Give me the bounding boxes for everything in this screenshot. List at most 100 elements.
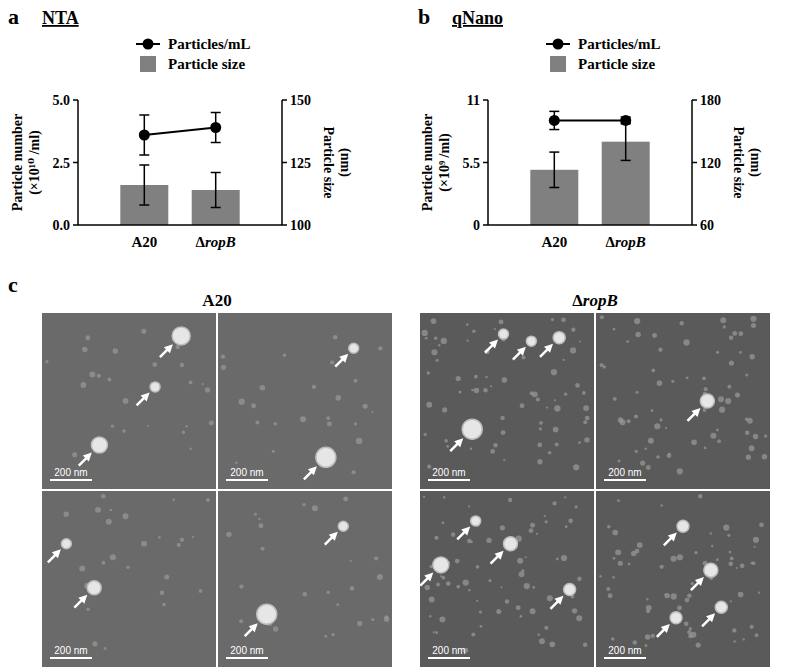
debris: [718, 396, 724, 402]
debris: [205, 387, 210, 392]
category-label: A20: [541, 234, 567, 250]
y-axis-label: Particle number: [420, 114, 435, 212]
debris: [517, 558, 523, 564]
micrograph-field: [596, 313, 770, 489]
error-cap: [549, 129, 559, 131]
debris: [736, 567, 738, 569]
debris: [189, 447, 191, 449]
debris: [599, 575, 601, 577]
debris: [694, 551, 697, 554]
micrograph-field: [420, 491, 594, 667]
debris: [490, 385, 492, 387]
debris: [483, 388, 488, 393]
debris: [659, 418, 662, 421]
debris: [716, 429, 719, 432]
debris: [561, 318, 566, 323]
debris: [636, 391, 639, 394]
debris: [553, 427, 559, 433]
debris: [199, 589, 203, 593]
debris: [729, 335, 734, 340]
debris: [654, 423, 660, 429]
debris: [683, 339, 689, 345]
micrograph-field: [596, 491, 770, 667]
micrograph-title: ΔropB: [572, 291, 618, 310]
debris: [635, 332, 641, 338]
arrow-head: [668, 532, 677, 541]
error-cap: [211, 207, 221, 209]
error-cap: [211, 112, 221, 114]
error-stem: [554, 152, 556, 187]
debris: [564, 392, 567, 395]
vesicle: [87, 581, 101, 595]
debris: [546, 407, 548, 409]
debris: [733, 640, 735, 642]
series-line: [144, 128, 215, 136]
debris: [283, 354, 286, 357]
debris: [732, 628, 736, 632]
debris: [500, 525, 505, 530]
debris: [423, 496, 425, 498]
legend-label: Particle size: [578, 56, 655, 72]
micrograph: 200 nm: [42, 313, 216, 489]
debris: [578, 441, 581, 444]
gene-name: ropB: [615, 234, 646, 250]
debris: [424, 585, 430, 591]
debris: [686, 377, 689, 380]
debris: [472, 329, 476, 333]
error-cap: [139, 164, 149, 166]
error-stem: [625, 123, 627, 161]
debris: [577, 576, 581, 580]
debris: [582, 391, 586, 395]
debris: [751, 323, 756, 328]
debris: [665, 593, 670, 598]
debris: [182, 431, 185, 434]
debris: [753, 434, 758, 439]
debris: [739, 351, 742, 354]
debris: [377, 574, 383, 580]
debris: [456, 585, 460, 589]
debris: [562, 359, 564, 361]
micrograph: 200 nm: [218, 313, 392, 489]
debris: [258, 523, 263, 528]
debris: [89, 371, 95, 377]
debris: [583, 405, 589, 411]
scale-bar: [226, 657, 268, 659]
debris: [745, 373, 748, 376]
debris: [520, 403, 525, 408]
vesicle: [677, 520, 689, 532]
vesicle: [471, 516, 481, 526]
debris: [496, 609, 501, 614]
debris: [651, 369, 655, 373]
debris: [752, 561, 756, 565]
debris: [732, 331, 737, 336]
debris: [716, 558, 719, 561]
debris: [141, 329, 146, 334]
debris: [522, 355, 526, 359]
y2-tick-label: 120: [700, 156, 721, 171]
legend-label: Particles/mL: [168, 36, 250, 52]
arrow-head: [517, 347, 526, 356]
scale-bar: [604, 657, 646, 659]
y-tick-label: 2.5: [53, 156, 71, 171]
debris: [436, 582, 440, 586]
micrograph: 200 nm: [596, 313, 770, 489]
debris: [537, 459, 542, 464]
debris: [530, 608, 536, 614]
debris: [689, 627, 692, 630]
panel-letter: c: [8, 272, 18, 297]
debris: [312, 385, 316, 389]
vesicle: [564, 584, 576, 596]
point: [139, 130, 150, 141]
debris: [384, 616, 390, 622]
vesicle: [316, 447, 336, 467]
debris: [539, 638, 545, 644]
legend-entry: Particle size: [140, 56, 245, 72]
debris: [618, 561, 623, 566]
error-cap: [621, 122, 631, 124]
arrow-head: [164, 344, 173, 353]
debris: [755, 633, 759, 637]
scale-bar: [226, 479, 268, 481]
arrow-head: [695, 577, 704, 586]
debris: [327, 421, 332, 426]
legend-label: Particles/mL: [578, 36, 660, 52]
